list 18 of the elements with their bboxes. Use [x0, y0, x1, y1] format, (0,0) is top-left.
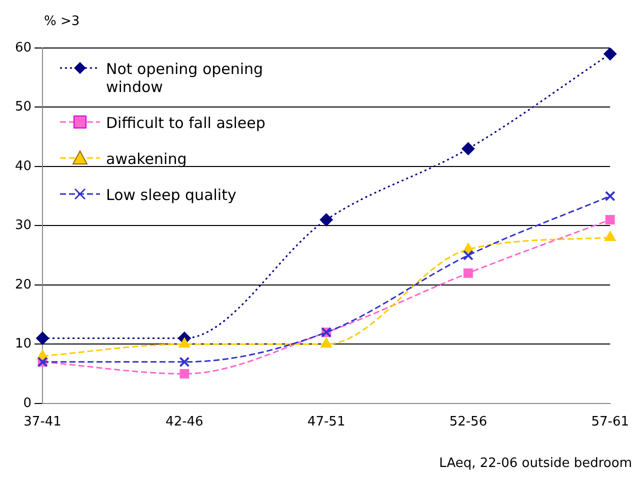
y-tick-label: 20: [14, 277, 32, 292]
y-tick-label: 30: [14, 218, 32, 234]
legend-label: Difficult to fall asleep: [106, 114, 266, 132]
y-axis-title: % >3: [44, 14, 80, 29]
legend-label: Low sleep quality: [106, 186, 238, 204]
y-tick-label: 50: [14, 100, 32, 115]
y-tick-label: 60: [14, 40, 32, 56]
x-axis-title: LAeq, 22-06 outside bedroom: [439, 456, 632, 471]
x-tick-label: 37-41: [24, 414, 62, 430]
x-tick-label: 47-51: [307, 414, 346, 430]
x-tick-label: 42-46: [166, 414, 204, 430]
x-tick-label: 57-61: [591, 414, 630, 430]
x-tick-label: 52-56: [449, 414, 488, 430]
legend-label: awakening: [106, 150, 188, 168]
legend-label: Not opening opening window: [106, 60, 264, 96]
y-tick-label: 0: [23, 396, 32, 411]
y-tick-label: 40: [14, 158, 32, 174]
y-tick-label: 10: [14, 336, 32, 352]
